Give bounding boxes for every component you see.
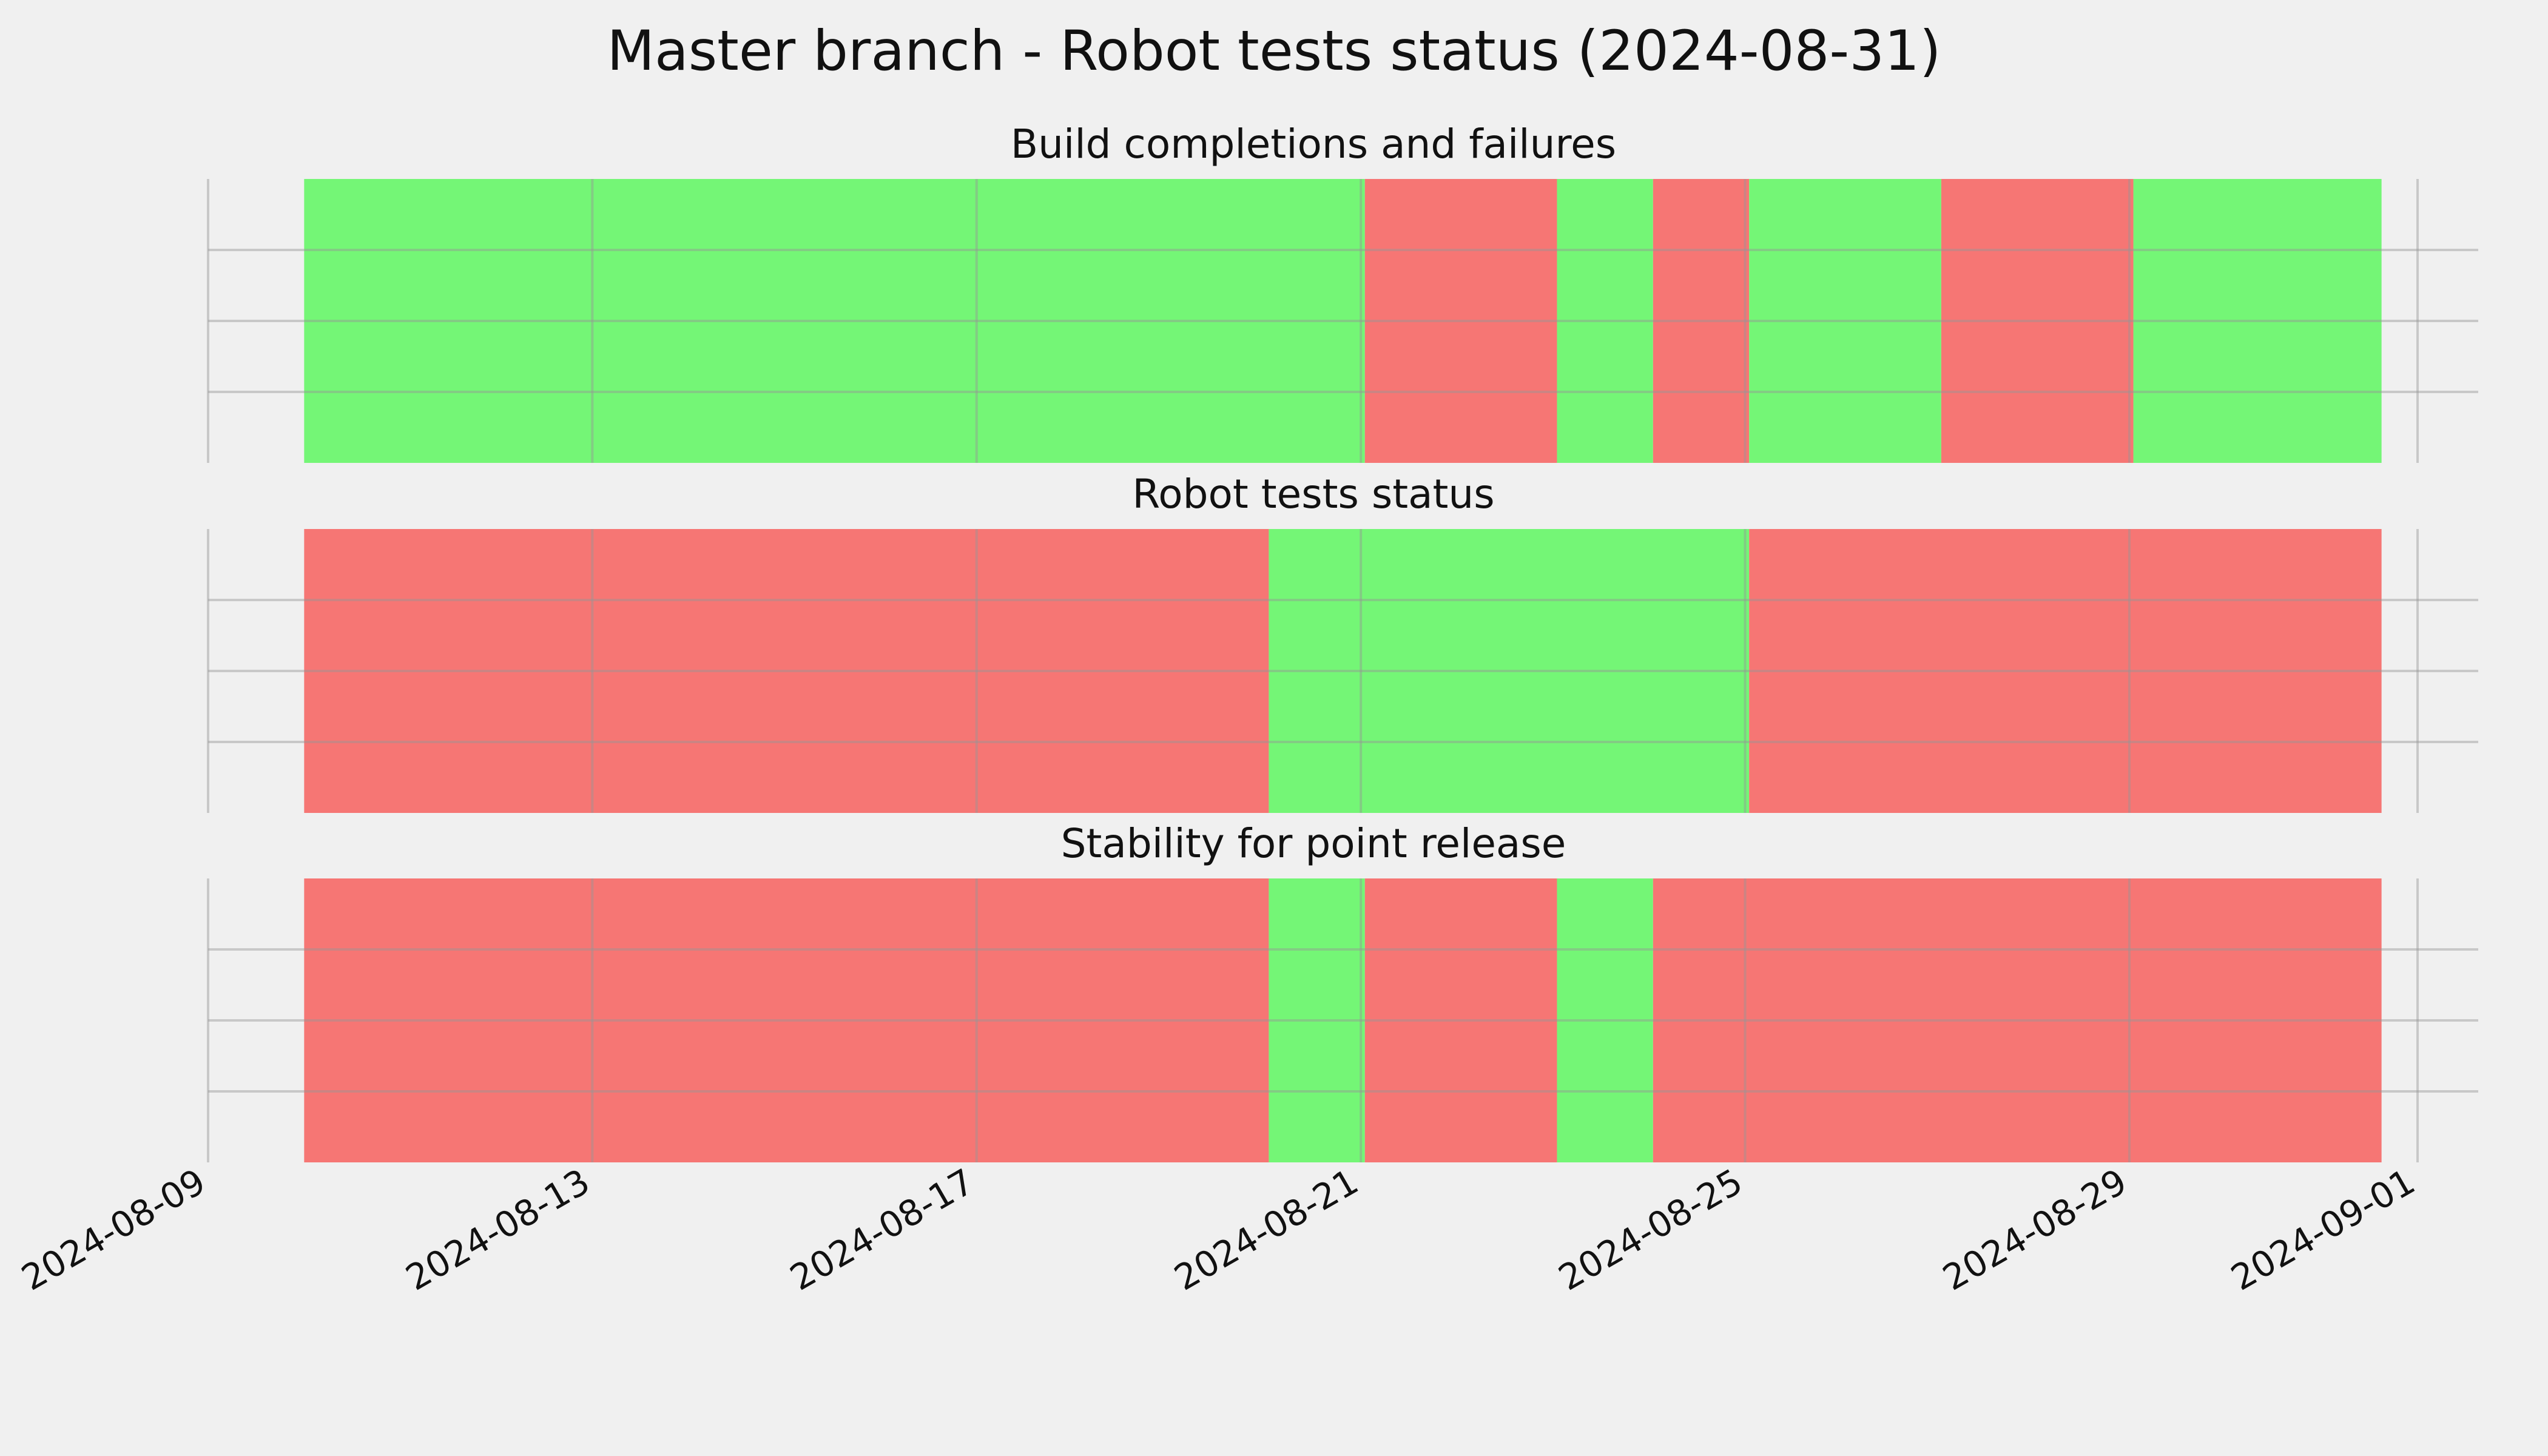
segment-fail xyxy=(1941,179,2134,463)
segment-fail xyxy=(1364,179,1557,463)
segment-pass xyxy=(304,179,1365,463)
panel-title-robot: Robot tests status xyxy=(1132,471,1494,517)
segment-pass xyxy=(1269,878,1365,1162)
x-tick-label: 2024-08-25 xyxy=(1552,1161,1750,1298)
x-tick-label: 2024-08-17 xyxy=(783,1161,981,1298)
segment-pass xyxy=(1749,179,1941,463)
x-tick-label: 2024-09-01 xyxy=(2224,1161,2422,1298)
segment-fail xyxy=(1364,878,1557,1162)
segment-fail xyxy=(1749,529,2382,813)
gridlines-robot xyxy=(207,529,2478,813)
segment-pass xyxy=(1269,529,1750,813)
segment-pass xyxy=(1557,878,1653,1162)
segments-build xyxy=(304,179,2382,463)
x-tick-label: 2024-08-13 xyxy=(399,1161,596,1298)
x-tick-label: 2024-08-29 xyxy=(1936,1161,2134,1298)
chart-title: Master branch - Robot tests status (2024… xyxy=(607,19,1941,83)
segment-pass xyxy=(1557,179,1653,463)
segment-pass xyxy=(2133,179,2382,463)
segments-robot xyxy=(304,529,2382,813)
panel-title-build: Build completions and failures xyxy=(1011,121,1616,167)
segments-stability xyxy=(304,878,2382,1162)
segment-fail xyxy=(304,529,1269,813)
segment-fail xyxy=(1653,878,2382,1162)
segment-fail xyxy=(304,878,1269,1162)
x-tick-label: 2024-08-09 xyxy=(15,1161,212,1298)
panel-stability: Stability for point release xyxy=(207,820,2478,1162)
segment-fail xyxy=(1653,179,1750,463)
x-tick-label: 2024-08-21 xyxy=(1167,1161,1365,1298)
panel-robot: Robot tests status xyxy=(207,471,2478,813)
gridlines-stability xyxy=(207,878,2478,1162)
x-axis-ticks: 2024-08-09 2024-08-13 2024-08-17 2024-08-21… xyxy=(15,1161,2422,1298)
gridlines-build xyxy=(207,179,2478,463)
panel-build: Build completions and failures xyxy=(207,121,2478,463)
panel-title-stability: Stability for point release xyxy=(1061,820,1566,867)
